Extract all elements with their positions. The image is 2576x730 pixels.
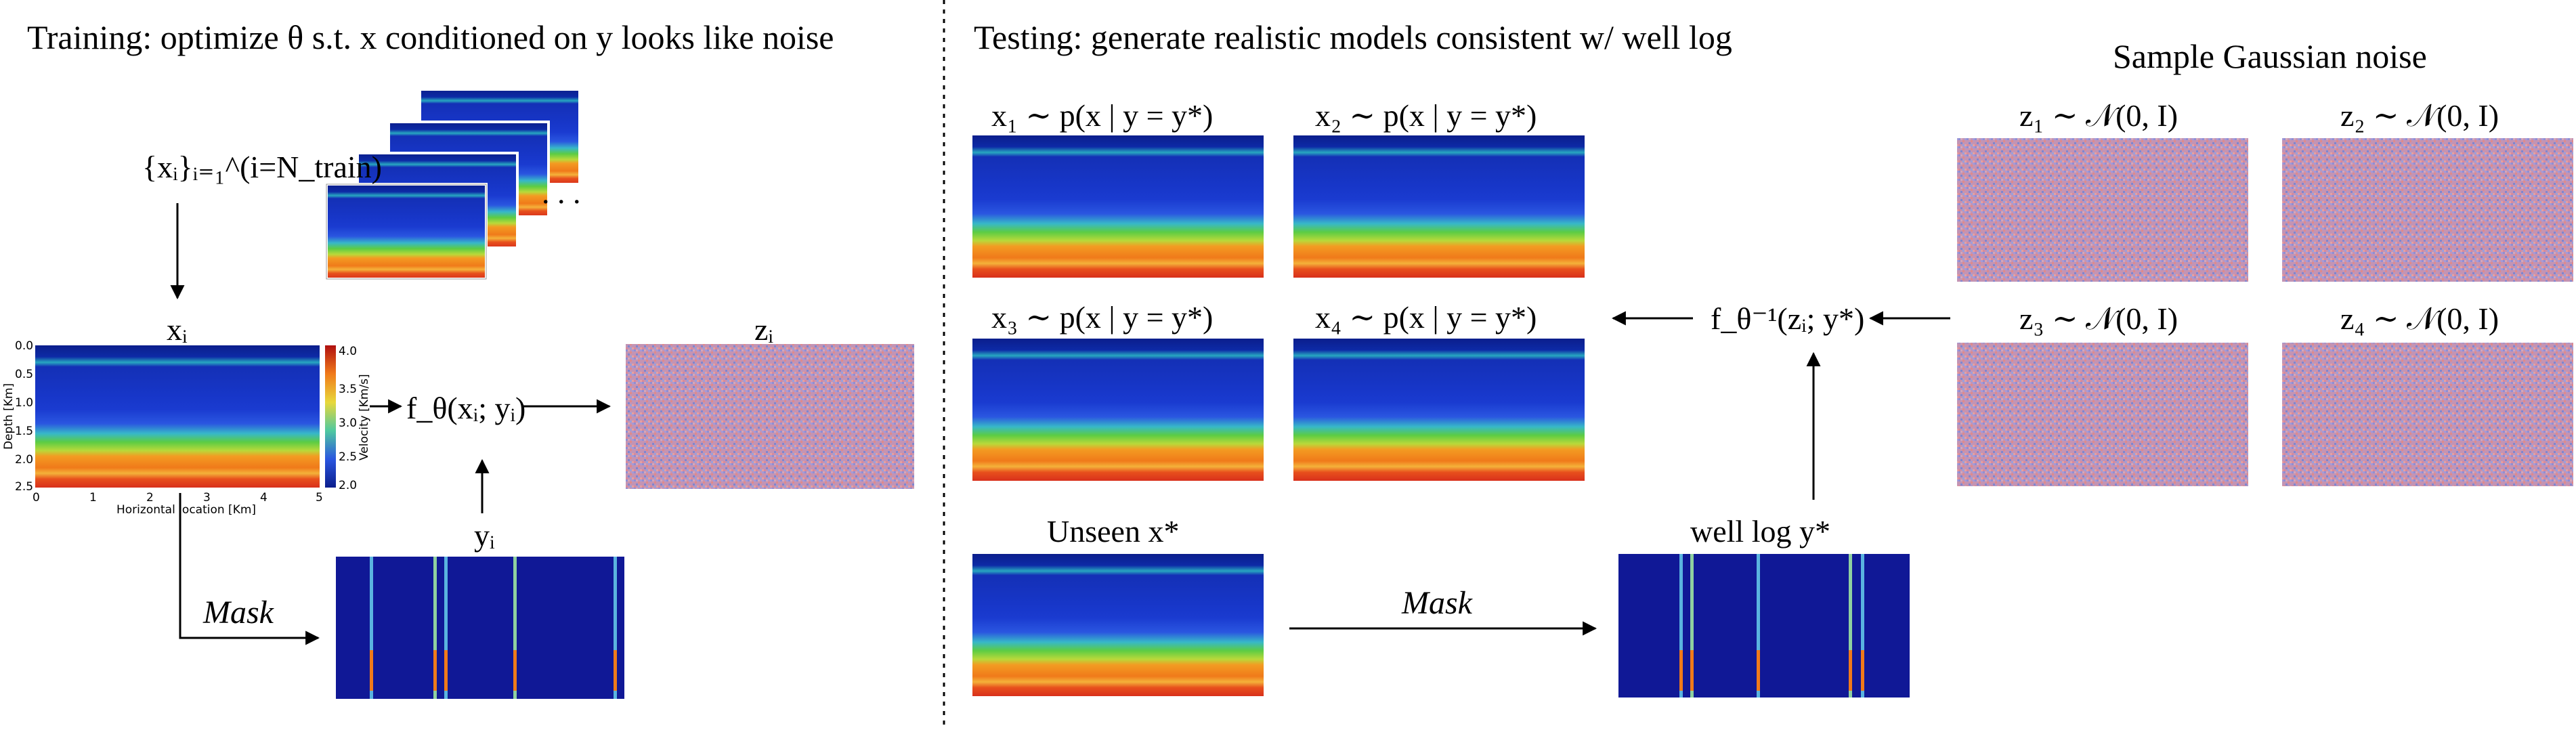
sample-noise-title: Sample Gaussian noise <box>2113 37 2427 75</box>
svg-text:1.5: 1.5 <box>15 425 33 438</box>
colorbar-label: Velocity [Km/s] <box>358 374 371 460</box>
zi-label: zᵢ <box>754 312 773 347</box>
svg-text:3.0: 3.0 <box>339 416 357 430</box>
z1-label: z₁ ∼ 𝒩(0, I) <box>2019 98 2178 133</box>
z3-label: z₃ ∼ 𝒩(0, I) <box>2019 301 2178 336</box>
z3-noise-image <box>1957 343 2248 486</box>
svg-text:1.0: 1.0 <box>15 396 33 410</box>
training-title: Training: optimize θ s.t. x conditioned … <box>27 18 834 56</box>
x4-label: x₄ ∼ p(x | y = y*) <box>1315 300 1537 335</box>
x3-sample-image <box>972 339 1264 481</box>
svg-text:0: 0 <box>33 491 40 504</box>
x1-label: x₁ ∼ p(x | y = y*) <box>991 98 1213 133</box>
y-ticks: 0.0 0.5 1.0 1.5 2.0 2.5 <box>15 339 33 494</box>
unseen-label: Unseen x* <box>1047 514 1179 549</box>
ellipsis: . . . <box>542 175 581 210</box>
yi-label: yᵢ <box>474 518 495 553</box>
svg-text:2.0: 2.0 <box>339 479 357 492</box>
svg-text:0.5: 0.5 <box>15 368 33 381</box>
svg-text:2: 2 <box>146 491 154 504</box>
y-axis-label: Depth [Km] <box>2 383 16 450</box>
mask-label-left: Mask <box>202 595 275 630</box>
dataset-label: {xᵢ}ᵢ₌₁^(i=N_train) <box>142 150 382 184</box>
z2-noise-image <box>2282 138 2573 282</box>
training-image-stack: . . . <box>325 88 581 280</box>
x2-label: x₂ ∼ p(x | y = y*) <box>1315 98 1537 133</box>
zi-noise-image <box>626 344 914 489</box>
svg-text:2.0: 2.0 <box>15 453 33 467</box>
xi-label: xᵢ <box>167 312 188 347</box>
x-ticks: 0 1 2 3 4 5 <box>33 491 323 504</box>
well-log-label: well log y* <box>1690 514 1830 549</box>
velocity-colorbar <box>325 345 336 488</box>
arrow-xi-mask-yi <box>179 493 320 645</box>
svg-text:3.5: 3.5 <box>339 383 357 396</box>
x1-sample-image <box>972 135 1264 278</box>
mask-label-right: Mask <box>1401 585 1474 621</box>
svg-text:1: 1 <box>89 491 97 504</box>
svg-text:3: 3 <box>203 491 211 504</box>
x2-sample-image <box>1293 135 1585 278</box>
velocity-model-plot: 4.0 3.5 3.0 2.5 2.0 Velocity [Km/s] 0.0 … <box>2 339 371 517</box>
svg-text:5: 5 <box>316 491 323 504</box>
svg-text:2.5: 2.5 <box>339 450 357 464</box>
z4-noise-image <box>2282 343 2573 486</box>
well-log-image <box>1618 554 1910 697</box>
yi-well-log-image <box>336 557 624 699</box>
svg-text:4.0: 4.0 <box>339 345 357 358</box>
z1-noise-image <box>1957 138 2248 282</box>
x-axis-label: Horizontal location [Km] <box>116 503 256 517</box>
z4-label: z₄ ∼ 𝒩(0, I) <box>2340 301 2499 336</box>
colorbar-ticks: 4.0 3.5 3.0 2.5 2.0 <box>339 345 357 492</box>
svg-text:4: 4 <box>260 491 267 504</box>
inverse-label: f_θ⁻¹(zᵢ; y*) <box>1711 301 1864 336</box>
x4-sample-image <box>1293 339 1585 481</box>
velocity-image <box>35 345 320 488</box>
z2-label: z₂ ∼ 𝒩(0, I) <box>2340 98 2499 133</box>
forward-label: f_θ(xᵢ; yᵢ) <box>406 391 525 425</box>
testing-title: Testing: generate realistic models consi… <box>974 18 1732 56</box>
svg-text:2.5: 2.5 <box>15 480 33 494</box>
unseen-x-image <box>972 554 1264 696</box>
svg-text:0.0: 0.0 <box>15 339 33 353</box>
x3-label: x₃ ∼ p(x | y = y*) <box>991 300 1213 335</box>
